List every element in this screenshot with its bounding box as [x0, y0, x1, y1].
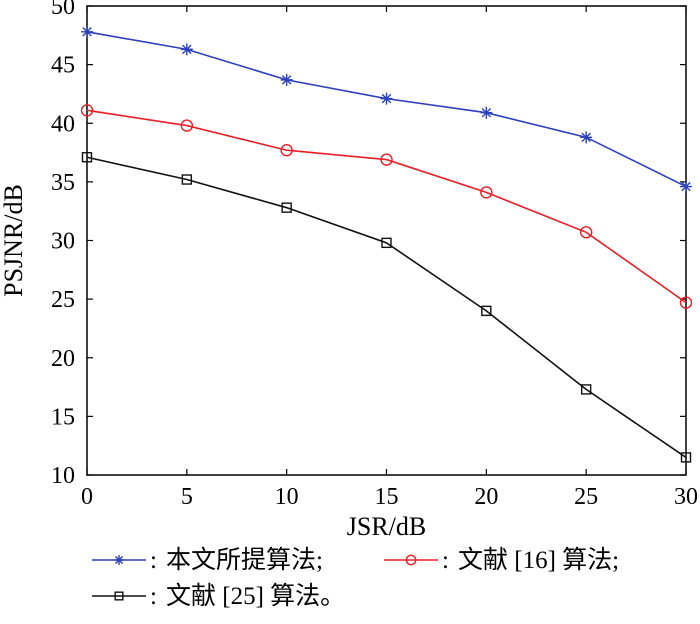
legend-label: 本文所提算法;: [166, 546, 323, 574]
data-point-asterisk: [81, 25, 93, 38]
legend-marker-asterisk: [113, 554, 125, 566]
legend-separator: :: [442, 547, 449, 574]
x-tick-label: 20: [474, 484, 498, 510]
legend-separator: :: [150, 583, 157, 610]
data-point-circle: [280, 144, 293, 157]
data-point-square: [81, 152, 93, 163]
data-point-circle: [579, 226, 593, 239]
y-axis-title: PSJNR/dB: [0, 184, 28, 297]
data-point-asterisk: [180, 43, 193, 56]
data-point-asterisk: [580, 131, 593, 144]
plot-frame: [86, 5, 687, 476]
data-point-square: [580, 384, 592, 395]
x-tick-label: 25: [574, 484, 598, 510]
data-point-circle: [679, 296, 693, 309]
x-axis-title: JSR/dB: [347, 512, 427, 541]
data-point-asterisk: [380, 92, 393, 105]
data-point-asterisk: [480, 106, 493, 119]
legend-marker-circle: [405, 554, 417, 566]
data-point-square: [680, 452, 692, 463]
data-point-asterisk: [680, 180, 692, 193]
data-point-square: [181, 174, 193, 185]
y-tick-label: 10: [51, 463, 75, 489]
series-line-asterisk: [86, 31, 687, 188]
legend-label: 文献 [16] 算法;: [458, 546, 619, 574]
data-point-circle: [180, 119, 194, 132]
y-tick-label: 25: [51, 287, 75, 313]
x-tick-label: 15: [375, 484, 399, 510]
y-tick-label: 40: [51, 111, 75, 137]
x-tick-label: 0: [81, 484, 93, 510]
x-tick-label: 10: [275, 484, 299, 510]
data-point-circle: [80, 104, 94, 117]
x-tick-label: 5: [181, 484, 193, 510]
series-line-square: [86, 156, 687, 459]
data-point-asterisk: [280, 73, 293, 86]
data-point-circle: [480, 186, 493, 199]
legend-marker-square: [114, 591, 124, 601]
x-tick-label: 30: [674, 484, 698, 510]
data-point-circle: [380, 153, 393, 166]
y-tick-label: 35: [51, 170, 75, 196]
series-line-circle: [86, 109, 687, 304]
data-point-square: [381, 237, 392, 249]
legend-separator: :: [150, 547, 157, 574]
y-tick-label: 50: [51, 0, 75, 20]
y-tick-label: 45: [51, 53, 75, 79]
legend-label: 文献 [25] 算法。: [166, 582, 345, 610]
data-point-square: [281, 202, 292, 213]
data-point-square: [481, 305, 492, 317]
y-tick-label: 30: [51, 229, 75, 255]
y-tick-label: 15: [51, 404, 75, 430]
y-tick-label: 20: [51, 346, 75, 372]
